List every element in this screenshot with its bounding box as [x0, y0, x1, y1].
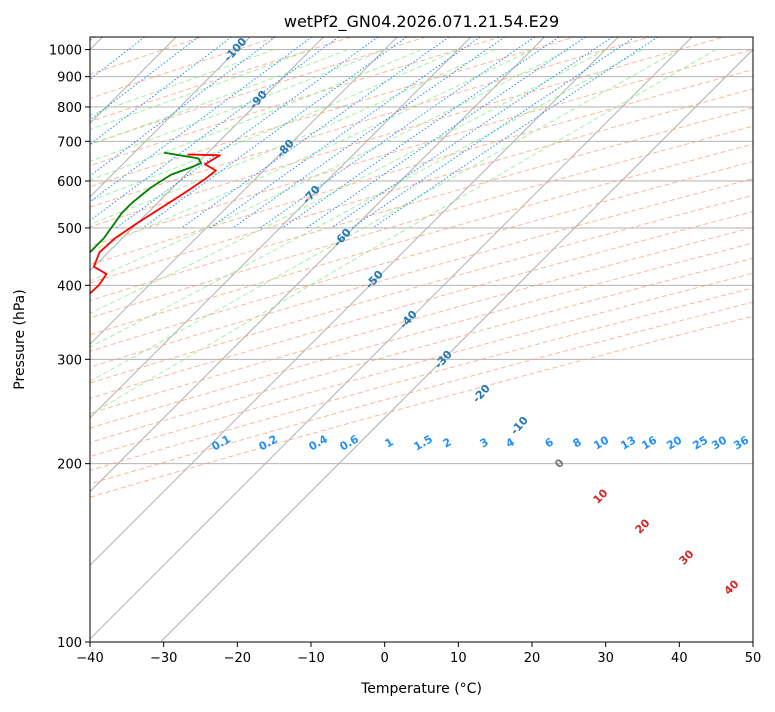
moist-adiabat-line	[90, 49, 606, 314]
dry-adiabat-line	[90, 301, 753, 485]
dry-adiabat-line	[90, 37, 727, 228]
y-tick-label: 800	[57, 101, 82, 116]
isotherm-line	[159, 48, 753, 642]
x-tick-label: −40	[76, 651, 103, 666]
y-tick-label: 300	[57, 353, 82, 368]
dry-adiabat-line	[90, 37, 652, 208]
isotherm-line	[90, 37, 619, 566]
isotherm-line	[90, 37, 398, 345]
moist-adiabat-line	[90, 49, 496, 225]
dry-adiabat-line	[90, 37, 502, 167]
chart-title: wetPf2_GN04.2026.071.21.54.E29	[284, 12, 559, 32]
dry-adiabat-line	[90, 37, 428, 145]
dry-adiabat-line	[90, 315, 753, 498]
mixing-ratio-line	[115, 37, 379, 229]
moist-adiabat-line	[90, 49, 459, 202]
x-tick-label: 30	[597, 651, 614, 666]
x-tick-label: 0	[381, 651, 389, 666]
y-tick-label: 200	[57, 458, 82, 473]
y-tick-label: 400	[57, 279, 82, 294]
isotherm-line	[90, 37, 325, 272]
isotherm-line	[90, 37, 472, 419]
moist-adiabat-line	[90, 49, 275, 116]
mixing-ratio-line	[259, 37, 535, 229]
moist-adiabat-line	[90, 49, 643, 348]
moist-adiabat-line	[90, 49, 385, 162]
moist-adiabat-line	[90, 49, 569, 282]
mixing-ratio-line	[90, 37, 232, 145]
mixing-ratio-line	[282, 37, 560, 229]
mixing-ratio-line	[90, 37, 313, 203]
x-tick-label: 10	[450, 651, 467, 666]
dry-adiabat-line	[90, 161, 753, 352]
plot-frame	[89, 36, 754, 643]
moist-adiabat-line	[90, 49, 533, 252]
moist-adiabat-line	[90, 49, 680, 382]
x-tick-label: −20	[224, 651, 251, 666]
dry-adiabat-line	[90, 37, 577, 188]
y-tick-label: 700	[57, 135, 82, 150]
y-tick-label: 100	[57, 636, 82, 651]
mixing-ratio-line	[331, 37, 613, 229]
mixing-ratio-line	[351, 37, 636, 229]
mixing-ratio-line	[232, 37, 506, 229]
x-axis-label: Temperature (°C)	[360, 681, 482, 697]
moist-adiabat-line	[90, 49, 312, 130]
x-tick-label: −10	[297, 651, 324, 666]
dry-adiabat-line	[90, 257, 753, 443]
dry-adiabat-line	[90, 194, 753, 384]
mixing-ratio-line	[181, 37, 450, 229]
y-axis-label: Pressure (hPa)	[12, 289, 28, 389]
x-tick-label: 50	[745, 651, 762, 666]
y-tick-label: 1000	[49, 44, 82, 59]
mixing-ratio-line	[209, 37, 481, 229]
dry-adiabat-line	[90, 227, 753, 414]
mixing-ratio-line	[90, 37, 276, 177]
y-tick-label: 900	[57, 71, 82, 86]
temperature-trace	[90, 153, 221, 295]
background-lines	[90, 37, 753, 642]
dry-adiabat-line	[90, 242, 753, 429]
series-layer	[90, 151, 221, 295]
mixing-ratio-line	[372, 37, 658, 229]
mixing-ratio-line	[90, 37, 339, 222]
y-tick-label: 500	[57, 222, 82, 237]
x-tick-label: 20	[524, 651, 541, 666]
dry-adiabat-line	[90, 178, 753, 368]
moist-adiabat-line	[90, 49, 717, 415]
axes: −40 −30 −20 −10 0 10 20 30 40 50 1000 900 800 700 600 5…	[49, 44, 761, 666]
dewpoint-trace	[90, 151, 203, 254]
y-tick-label: 600	[57, 175, 82, 190]
mixing-ratio-line	[306, 37, 586, 229]
x-tick-label: −30	[150, 651, 177, 666]
isotherm-line	[90, 37, 251, 198]
x-tick-label: 40	[671, 651, 688, 666]
